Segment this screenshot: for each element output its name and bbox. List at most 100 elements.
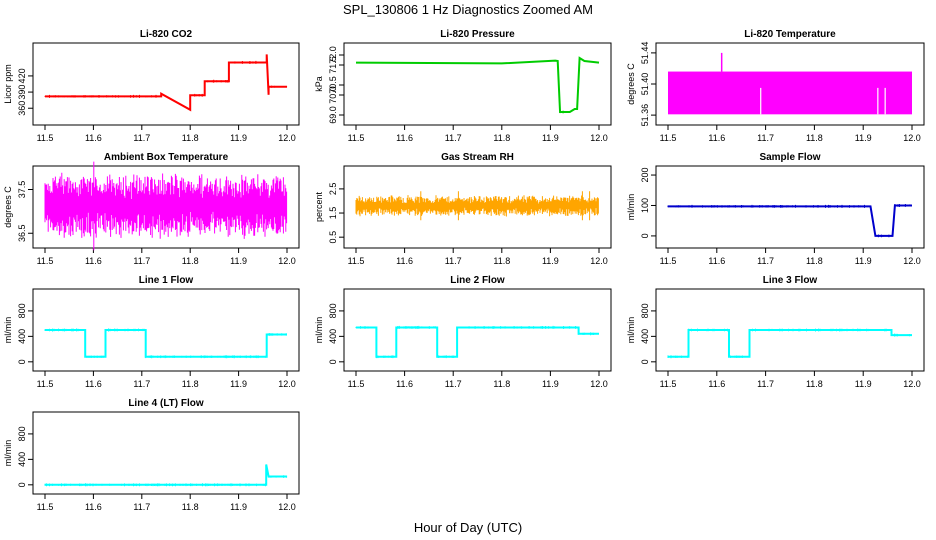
y-axis-label: ml/min	[314, 317, 324, 344]
panel-10: Line 4 (LT) Flow 11.5 11.6 11.7 11.8 11.9 12.0…	[3, 398, 300, 512]
series-line	[45, 464, 287, 486]
x-axis: 11.5 11.6 11.7 11.8 11.9 12.0	[37, 247, 296, 266]
x-tick-label: 11.7	[445, 256, 462, 266]
x-tick-label: 11.7	[757, 379, 774, 389]
x-tick-label: 11.9	[855, 133, 872, 143]
y-tick-label: 1.5	[328, 207, 338, 220]
x-tick-label: 11.7	[757, 256, 774, 266]
x-tick-label: 11.8	[182, 379, 199, 389]
series-noise	[44, 475, 288, 487]
x-tick-label: 11.7	[133, 379, 150, 389]
x-axis: 11.5 11.6 11.7 11.8 11.9 12.0	[348, 124, 608, 143]
panel-title: Li-820 Temperature	[744, 29, 836, 40]
y-tick-label: 37.5	[17, 181, 27, 199]
figure-title: SPL_130806 1 Hz Diagnostics Zoomed AM	[343, 2, 593, 17]
y-tick-label: 0	[17, 482, 27, 487]
x-tick-label: 11.5	[37, 379, 54, 389]
plot-frame	[32, 411, 300, 495]
series-line	[45, 54, 287, 112]
x-tick-label: 11.8	[493, 256, 510, 266]
x-tick-label: 11.9	[542, 133, 559, 143]
series-band	[44, 161, 288, 251]
y-axis: 0 400 800	[328, 303, 345, 364]
x-tick-label: 11.6	[396, 379, 413, 389]
panel-title: Line 2 Flow	[450, 275, 505, 286]
panel-title: Li-820 Pressure	[440, 29, 515, 40]
y-tick-label: 100	[640, 198, 650, 213]
x-tick-label: 11.5	[660, 379, 677, 389]
panel-3: Li-820 Temperature 11.5 11.6 11.7 11.8 11.9 12…	[626, 29, 925, 143]
series-line	[355, 56, 600, 114]
x-tick-label: 11.9	[542, 379, 559, 389]
panel-title: Ambient Box Temperature	[104, 152, 229, 163]
x-tick-label: 12.0	[278, 379, 296, 389]
y-tick-label: 800	[17, 426, 27, 441]
y-tick-label: 71.5	[328, 56, 338, 74]
panel-title: Li-820 CO2	[140, 29, 193, 40]
plot-frame	[32, 42, 300, 126]
y-tick-label: 36.5	[17, 224, 27, 242]
y-tick-label: 800	[640, 303, 650, 318]
x-axis: 11.5 11.6 11.7 11.8 11.9 12.0	[37, 493, 296, 512]
y-tick-label: 200	[640, 168, 650, 183]
figure-x-axis-label: Hour of Day (UTC)	[414, 520, 522, 535]
x-tick-label: 11.7	[133, 133, 150, 143]
y-axis: 0 400 800	[640, 303, 657, 364]
x-tick-label: 11.6	[396, 133, 413, 143]
x-axis: 11.5 11.6 11.7 11.8 11.9 12.0	[348, 247, 608, 266]
panel-title: Line 3 Flow	[763, 275, 818, 286]
y-axis-label: ml/min	[626, 194, 636, 221]
y-axis-label: degrees C	[626, 63, 636, 105]
y-tick-label: 2.5	[328, 183, 338, 196]
panel-5: Gas Stream RH 11.5 11.6 11.7 11.8 11.9 12.0 0.5…	[314, 152, 612, 266]
x-tick-label: 12.0	[903, 133, 921, 143]
panel-title: Gas Stream RH	[441, 152, 514, 163]
x-tick-label: 11.9	[230, 379, 247, 389]
panel-9: Line 3 Flow 11.5 11.6 11.7 11.8 11.9 12.0 0 400 8…	[626, 275, 925, 389]
x-tick-label: 11.7	[445, 379, 462, 389]
y-tick-label: 400	[640, 329, 650, 344]
x-axis: 11.5 11.6 11.7 11.8 11.9 12.0	[660, 370, 921, 389]
x-tick-label: 11.6	[85, 133, 102, 143]
panel-title: Line 1 Flow	[139, 275, 194, 286]
y-tick-label: 400	[17, 452, 27, 467]
x-tick-label: 11.8	[182, 502, 199, 512]
x-tick-label: 11.5	[348, 256, 365, 266]
x-tick-label: 11.8	[182, 133, 199, 143]
y-tick-label: 390	[17, 85, 27, 100]
x-tick-label: 11.7	[133, 502, 150, 512]
plot-frame	[343, 288, 612, 372]
y-axis: 0 400 800	[17, 426, 34, 487]
x-axis: 11.5 11.6 11.7 11.8 11.9 12.0	[37, 124, 296, 143]
panel-title: Sample Flow	[759, 152, 820, 163]
x-tick-label: 11.6	[708, 133, 725, 143]
x-tick-label: 12.0	[278, 133, 296, 143]
x-tick-label: 11.9	[855, 379, 872, 389]
x-tick-label: 11.8	[493, 133, 510, 143]
y-tick-label: 69.0	[328, 106, 338, 124]
y-tick-label: 51.44	[640, 42, 650, 65]
series-band	[668, 71, 912, 115]
x-tick-label: 11.9	[230, 256, 247, 266]
y-axis-label: ml/min	[3, 317, 13, 344]
y-tick-label: 51.36	[640, 104, 650, 127]
x-tick-label: 11.7	[757, 133, 774, 143]
y-tick-label: 400	[17, 329, 27, 344]
y-tick-label: 0	[17, 359, 27, 364]
x-tick-label: 12.0	[903, 256, 921, 266]
series-noise	[355, 325, 599, 359]
y-tick-label: 51.40	[640, 73, 650, 96]
x-tick-label: 12.0	[903, 379, 921, 389]
x-tick-label: 11.6	[85, 256, 102, 266]
series-line	[45, 329, 287, 358]
x-tick-label: 11.5	[660, 256, 677, 266]
series-noise	[667, 328, 912, 359]
x-tick-label: 11.5	[348, 133, 365, 143]
y-tick-label: 360	[17, 101, 27, 116]
y-tick-label: 420	[17, 68, 27, 83]
panel-7: Line 1 Flow 11.5 11.6 11.7 11.8 11.9 12.0 0 400 8…	[3, 275, 300, 389]
series-line	[668, 329, 912, 358]
plot-frame	[343, 42, 612, 126]
